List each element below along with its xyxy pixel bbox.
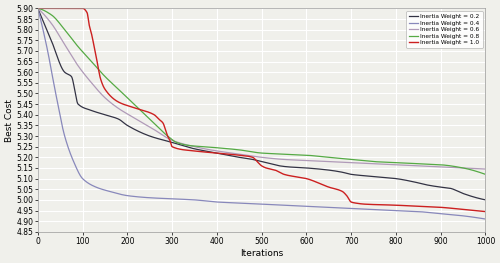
Inertia Weight = 0.6 xyxy=(35,7,41,10)
Inertia Weight = 0.8 xyxy=(306,154,312,157)
Inertia Weight = 0.4 xyxy=(184,198,190,201)
Inertia Weight = 0.4 xyxy=(306,205,312,208)
X-axis label: Iterations: Iterations xyxy=(240,249,284,258)
Inertia Weight = 0.8 xyxy=(250,150,256,154)
Inertia Weight = 1.0 xyxy=(482,210,488,213)
Inertia Weight = 1.0 xyxy=(306,178,312,181)
Inertia Weight = 0.6 xyxy=(124,112,130,115)
Inertia Weight = 0.6 xyxy=(306,159,312,162)
Inertia Weight = 1.0 xyxy=(184,149,190,152)
Inertia Weight = 0.2 xyxy=(482,198,488,201)
Line: Inertia Weight = 0.2: Inertia Weight = 0.2 xyxy=(38,8,486,200)
Inertia Weight = 0.2 xyxy=(184,145,190,148)
Inertia Weight = 0.6 xyxy=(482,168,488,171)
Inertia Weight = 0.6 xyxy=(213,149,219,152)
Inertia Weight = 1.0 xyxy=(250,156,256,159)
Inertia Weight = 0.2 xyxy=(124,124,130,127)
Legend: Inertia Weight = 0.2, Inertia Weight = 0.4, Inertia Weight = 0.6, Inertia Weight: Inertia Weight = 0.2, Inertia Weight = 0… xyxy=(406,11,482,48)
Inertia Weight = 0.8 xyxy=(124,96,130,99)
Inertia Weight = 0.8 xyxy=(184,144,190,147)
Inertia Weight = 1.0 xyxy=(213,151,219,155)
Inertia Weight = 0.6 xyxy=(184,143,190,146)
Inertia Weight = 0.2 xyxy=(213,151,219,154)
Inertia Weight = 0.4 xyxy=(462,215,468,218)
Inertia Weight = 0.6 xyxy=(250,155,256,158)
Inertia Weight = 0.6 xyxy=(462,166,468,170)
Y-axis label: Best Cost: Best Cost xyxy=(5,99,14,141)
Inertia Weight = 0.4 xyxy=(35,7,41,10)
Line: Inertia Weight = 1.0: Inertia Weight = 1.0 xyxy=(38,8,486,212)
Inertia Weight = 0.8 xyxy=(462,167,468,170)
Inertia Weight = 1.0 xyxy=(124,104,130,107)
Line: Inertia Weight = 0.6: Inertia Weight = 0.6 xyxy=(38,8,486,169)
Inertia Weight = 0.2 xyxy=(462,193,468,196)
Inertia Weight = 0.4 xyxy=(213,200,219,204)
Inertia Weight = 0.2 xyxy=(250,158,256,161)
Line: Inertia Weight = 0.8: Inertia Weight = 0.8 xyxy=(38,8,486,174)
Line: Inertia Weight = 0.4: Inertia Weight = 0.4 xyxy=(38,8,486,219)
Inertia Weight = 0.4 xyxy=(482,218,488,221)
Inertia Weight = 0.2 xyxy=(35,7,41,10)
Inertia Weight = 0.4 xyxy=(124,194,130,197)
Inertia Weight = 0.8 xyxy=(35,7,41,10)
Inertia Weight = 0.8 xyxy=(213,146,219,149)
Inertia Weight = 0.4 xyxy=(250,202,256,205)
Inertia Weight = 1.0 xyxy=(35,7,41,10)
Inertia Weight = 0.8 xyxy=(482,173,488,176)
Inertia Weight = 0.2 xyxy=(306,166,312,170)
Inertia Weight = 1.0 xyxy=(462,208,468,211)
